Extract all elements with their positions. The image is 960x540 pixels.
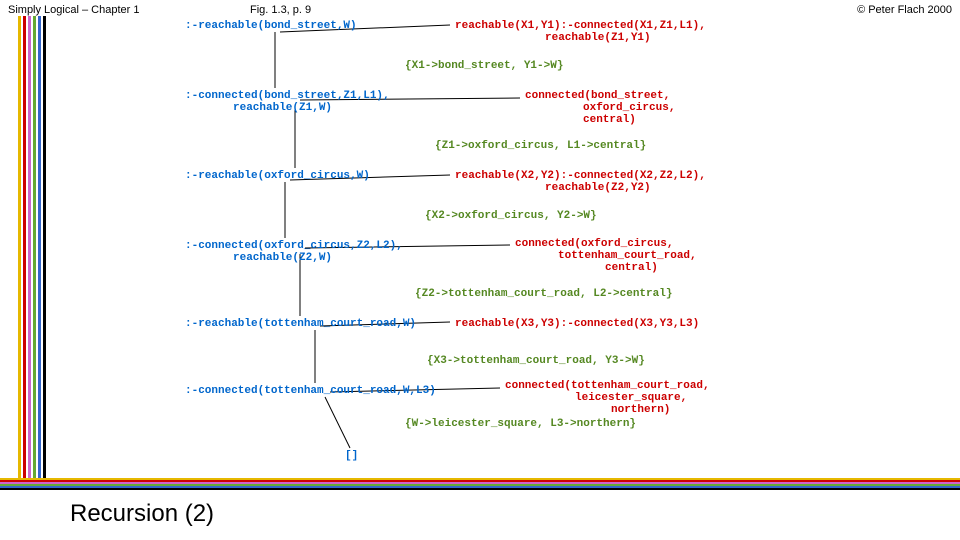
tree-node-s3: {X2->oxford_circus, Y2->W}: [425, 210, 597, 222]
tree-node-g4a: :-connected(oxford_circus,Z2,L2),: [185, 240, 403, 252]
tree-node-empty: []: [345, 450, 358, 462]
tree-node-c2a: connected(bond_street,: [525, 90, 670, 102]
tree-node-c4c: central): [605, 262, 658, 274]
tree-node-g2b: reachable(Z1,W): [233, 102, 332, 114]
tree-node-c3b: reachable(Z2,Y2): [545, 182, 651, 194]
slide-title: Recursion (2): [70, 500, 214, 528]
tree-node-s1: {X1->bond_street, Y1->W}: [405, 60, 563, 72]
tree-node-s4: {Z2->tottenham_court_road, L2->central}: [415, 288, 672, 300]
tree-node-c2b: oxford_circus,: [583, 102, 675, 114]
tree-node-c1a: reachable(X1,Y1):-connected(X1,Z1,L1),: [455, 20, 706, 32]
tree-node-c6b: leicester_square,: [575, 392, 687, 404]
vertical-stripes: [18, 16, 48, 478]
tree-node-s5: {X3->tottenham_court_road, Y3->W}: [427, 355, 645, 367]
tree-node-g4b: reachable(Z2,W): [233, 252, 332, 264]
tree-node-c4b: tottenham_court_road,: [558, 250, 697, 262]
tree-node-g1: :-reachable(bond_street,W): [185, 20, 357, 32]
tree-node-c6c: northern): [611, 404, 670, 416]
tree-node-c2c: central): [583, 114, 636, 126]
header-left: Simply Logical – Chapter 1: [8, 4, 139, 16]
header-copyright: © Peter Flach 2000: [857, 4, 952, 16]
tree-node-c4a: connected(oxford_circus,: [515, 238, 673, 250]
tree-node-c3a: reachable(X2,Y2):-connected(X2,Z2,L2),: [455, 170, 706, 182]
tree-node-g6: :-connected(tottenham_court_road,W,L3): [185, 385, 436, 397]
tree-node-c5: reachable(X3,Y3):-connected(X3,Y3,L3): [455, 318, 699, 330]
tree-node-g2a: :-connected(bond_street,Z1,L1),: [185, 90, 390, 102]
tree-node-s6: {W->leicester_square, L3->northern}: [405, 418, 636, 430]
tree-node-c6a: connected(tottenham_court_road,: [505, 380, 710, 392]
tree-node-g5: :-reachable(tottenham_court_road,W): [185, 318, 416, 330]
header-figure-ref: Fig. 1.3, p. 9: [250, 4, 311, 16]
tree-node-c1b: reachable(Z1,Y1): [545, 32, 651, 44]
tree-node-s2: {Z1->oxford_circus, L1->central}: [435, 140, 646, 152]
tree-node-g3: :-reachable(oxford_circus,W): [185, 170, 370, 182]
horizontal-stripes: [0, 478, 960, 490]
